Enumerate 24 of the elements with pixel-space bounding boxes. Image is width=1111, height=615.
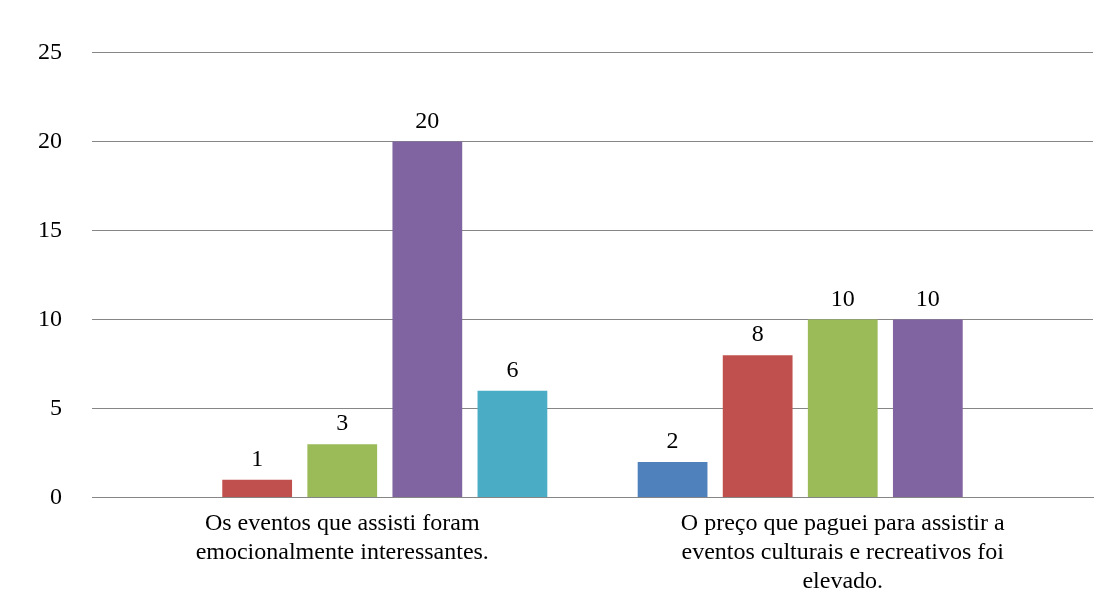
- bar: [477, 390, 548, 498]
- data-label: 1: [251, 445, 264, 472]
- y-tick-label: 15: [38, 215, 62, 242]
- y-tick-label: 0: [50, 482, 62, 509]
- data-label: 20: [415, 106, 440, 133]
- bar: [807, 319, 878, 498]
- x-tick-label: O preço que paguei para assistir a eventos culturais e recreativos foi elevado.: [680, 509, 1006, 593]
- data-label: 2: [666, 427, 679, 454]
- y-tick-label: 20: [38, 126, 62, 153]
- bar: [892, 319, 963, 498]
- bar: [222, 479, 293, 498]
- x-tick-label: Os eventos que assisti foram emocionalmente interessantes.: [195, 509, 489, 565]
- bar: [307, 444, 378, 498]
- data-label: 10: [915, 284, 940, 311]
- bar: [392, 141, 463, 498]
- y-tick-label: 5: [50, 393, 62, 420]
- bar: [637, 461, 708, 498]
- data-label: 6: [506, 356, 519, 383]
- bar: [722, 355, 793, 498]
- data-label: 3: [336, 409, 349, 436]
- data-label: 8: [751, 320, 764, 347]
- data-label: 10: [830, 284, 855, 311]
- y-tick-label: 10: [38, 304, 62, 331]
- y-tick-label: 25: [38, 37, 62, 64]
